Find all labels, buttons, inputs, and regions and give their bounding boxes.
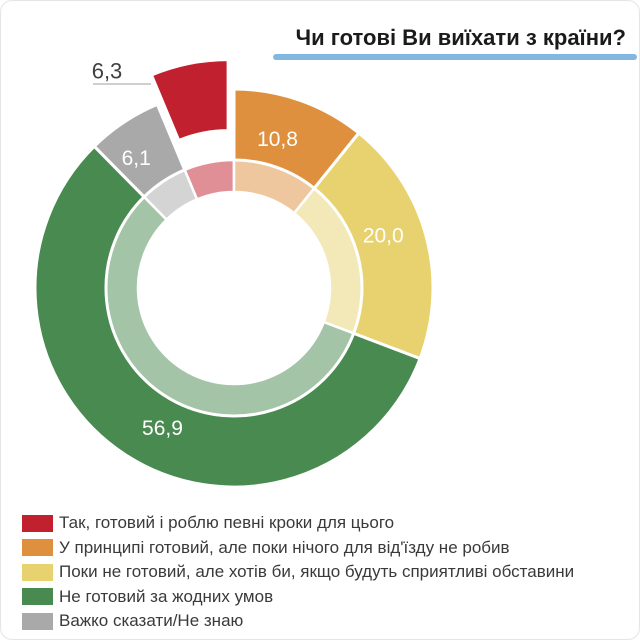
legend-item-0: Так, готовий і роблю певні кроки для цьо… — [22, 511, 631, 536]
outer-ring-slice-3 — [33, 144, 423, 489]
legend-swatch-2 — [22, 563, 53, 581]
slice-value-label-1: 10,8 — [257, 128, 298, 151]
slice-value-label-0: 6,3 — [92, 59, 123, 84]
legend-item-1: У принципі готовий, але поки нічого для … — [22, 536, 631, 561]
slice-value-label-4: 6,1 — [122, 147, 151, 170]
legend-swatch-1 — [22, 539, 53, 557]
outer-ring-slice-4 — [92, 102, 187, 199]
legend-swatch-4 — [22, 612, 53, 630]
legend-label-1: У принципі готовий, але поки нічого для … — [59, 537, 510, 557]
chart-legend: Так, готовий і роблю певні кроки для цьо… — [22, 511, 631, 634]
legend-label-4: Важко сказати/Не знаю — [59, 611, 244, 631]
chart-title: Чи готові Ви виїхати з країни? — [295, 25, 626, 50]
legend-label-3: Не готовий за жодних умов — [59, 586, 274, 606]
outer-ring-slice-0 — [149, 58, 230, 143]
slice-value-label-3: 56,9 — [142, 417, 183, 440]
legend-swatch-0 — [22, 514, 53, 532]
legend-swatch-3 — [22, 588, 53, 606]
legend-label-2: Поки не готовий, але хотів би, якщо буду… — [59, 562, 575, 582]
legend-item-2: Поки не готовий, але хотів би, якщо буду… — [22, 560, 631, 585]
legend-item-4: Важко сказати/Не знаю — [22, 609, 631, 634]
legend-label-0: Так, готовий і роблю певні кроки для цьо… — [59, 513, 395, 533]
title-underline-bar — [273, 54, 637, 60]
legend-item-3: Не готовий за жодних умов — [22, 585, 631, 610]
slice-value-label-2: 20,0 — [363, 225, 404, 248]
